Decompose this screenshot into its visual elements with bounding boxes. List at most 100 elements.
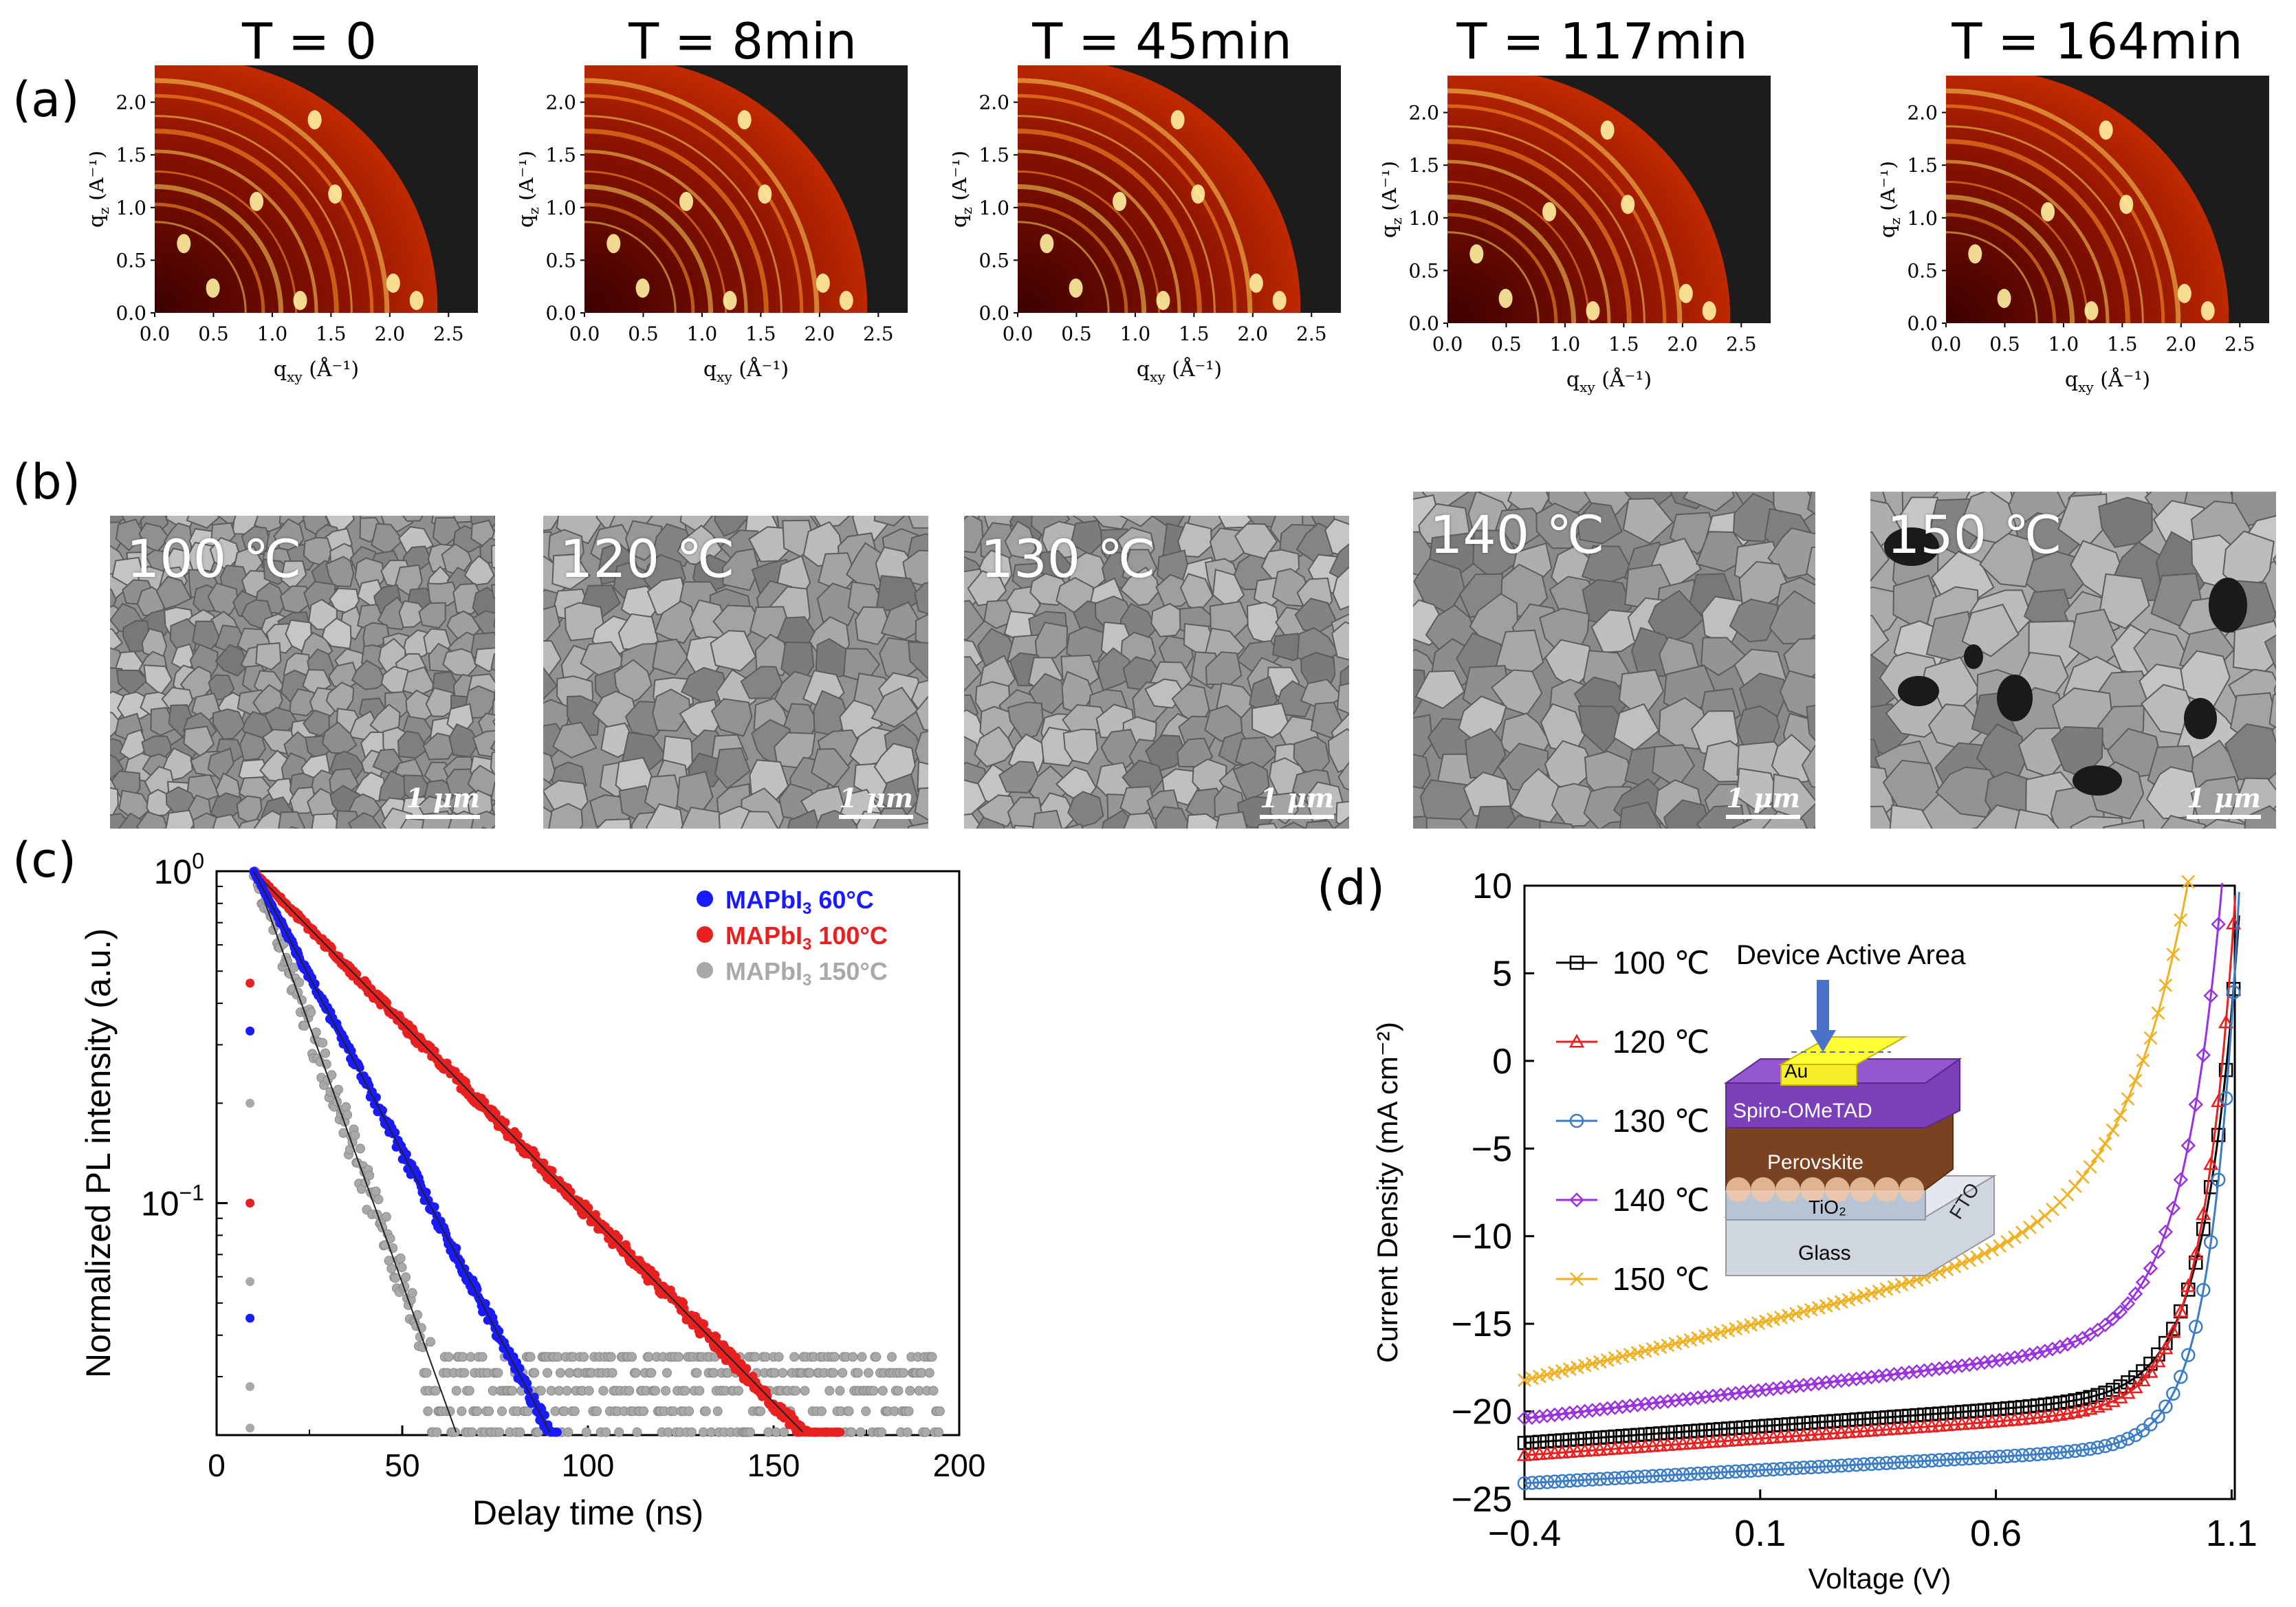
- data-marker: [1547, 1474, 1562, 1489]
- nanoparticle: [1850, 1177, 1874, 1202]
- x-tick-label: 1.5: [2107, 333, 2138, 356]
- data-marker: [1517, 1410, 1532, 1426]
- data-point: [745, 1427, 755, 1437]
- data-marker: [2113, 1434, 2128, 1449]
- data-marker: [1690, 1390, 1706, 1406]
- data-point: [680, 1386, 690, 1396]
- sem-image-130: 130 ℃ 1 μm: [964, 516, 1349, 829]
- data-marker: [1546, 1445, 1563, 1459]
- data-point: [598, 1386, 609, 1396]
- x-tick-label: −0.4: [1488, 1513, 1562, 1554]
- scale-text: 1 μm: [839, 783, 913, 813]
- fit-line: [253, 871, 804, 1433]
- data-marker: [2173, 1172, 2189, 1188]
- sem-grain: [915, 696, 928, 731]
- sem-grain: [362, 622, 390, 651]
- data-point: [341, 1102, 351, 1112]
- sem-grain: [1961, 603, 2020, 657]
- sem-grain: [490, 584, 495, 600]
- y-tick-label: 2.0: [116, 91, 146, 114]
- bragg-spot: [1621, 195, 1635, 215]
- data-point: [853, 1368, 863, 1378]
- data-point: [684, 1406, 695, 1417]
- data-point: [386, 1263, 397, 1273]
- data-marker: [1524, 1476, 1540, 1490]
- data-marker: [2173, 1303, 2189, 1318]
- bragg-spot: [1586, 301, 1600, 320]
- sem-grain: [110, 711, 124, 738]
- diffraction-ring: [155, 184, 284, 313]
- y-tick-label: 2.0: [1907, 102, 1938, 124]
- diffraction-ring: [584, 170, 728, 313]
- data-marker: [2060, 1444, 2075, 1459]
- data-marker: [1841, 1424, 1857, 1439]
- data-marker: [1607, 1441, 1623, 1455]
- data-marker: [2106, 1436, 2120, 1452]
- sem-grain: [490, 781, 495, 802]
- data-marker: [1758, 1430, 1774, 1444]
- x-axis-label: Voltage (V): [1808, 1562, 1951, 1595]
- sem-grain: [217, 516, 239, 527]
- data-point: [614, 1233, 624, 1243]
- diffraction-ring: [1946, 194, 2075, 323]
- data-marker: [1796, 1377, 1811, 1393]
- data-marker: [1570, 1272, 1584, 1286]
- data-marker: [2106, 1123, 2120, 1137]
- sem-grain: [543, 605, 561, 644]
- bragg-spot: [328, 184, 342, 204]
- diffraction-ring: [1447, 194, 1577, 323]
- data-marker: [2166, 1386, 2180, 1401]
- diffraction-ring: [155, 202, 265, 313]
- giwaxs-panel-3: 0.0 0.5 1.0 1.5 2.0 2.5 0.0 0.5 1.0 1.5 2.0 qxy (Å⁻…: [1382, 76, 1795, 406]
- sem-grain: [1256, 822, 1278, 829]
- legend-label: MAPbI3 150°C: [725, 957, 888, 990]
- bragg-spot: [1679, 283, 1693, 303]
- bragg-spot: [839, 291, 853, 310]
- y-tick-label: 10: [1472, 866, 1512, 906]
- data-marker: [1637, 1397, 1653, 1412]
- x-tick-label: 0.0: [140, 323, 171, 345]
- pattern-disk: [584, 65, 868, 313]
- data-marker: [2037, 1446, 2053, 1461]
- data-marker: [2090, 1440, 2105, 1455]
- data-marker: [1728, 1432, 1744, 1447]
- y-tick-label: −5: [1472, 1129, 1512, 1169]
- x-tick-label: 0.6: [1970, 1513, 2022, 1554]
- y-tick-label: 0.5: [978, 249, 1009, 272]
- data-marker: [2203, 1156, 2219, 1170]
- sem-grain: [490, 653, 495, 672]
- sem-grain: [1762, 810, 1808, 829]
- data-point: [245, 1381, 255, 1391]
- sem-grain: [115, 518, 145, 551]
- x-axis-label: qxy (Å⁻¹): [2065, 367, 2150, 395]
- data-point: [494, 1326, 504, 1336]
- data-marker: [1728, 1386, 1743, 1401]
- data-marker: [2143, 1260, 2158, 1276]
- data-marker: [2203, 1235, 2218, 1249]
- data-marker: [2075, 1170, 2090, 1184]
- x-tick-label: 1.0: [687, 323, 718, 345]
- data-point: [562, 1386, 572, 1396]
- diffraction-ring: [1447, 88, 1683, 323]
- nanoparticle: [1825, 1177, 1850, 1202]
- data-marker: [1886, 1366, 1902, 1382]
- data-marker: [1984, 1414, 2000, 1428]
- scale-text: 1 μm: [1726, 783, 1800, 813]
- data-marker: [1623, 1470, 1637, 1485]
- sem-grain: [1246, 516, 1277, 528]
- jv-line: [1524, 895, 2237, 1456]
- sem-grain: [1337, 761, 1349, 791]
- sem-grain: [902, 549, 928, 587]
- data-point: [934, 1427, 943, 1437]
- data-marker: [1569, 1113, 1584, 1128]
- data-marker: [1819, 1299, 1833, 1313]
- data-point: [699, 1320, 709, 1329]
- data-point: [563, 1427, 573, 1437]
- data-marker: [1796, 1461, 1811, 1475]
- data-marker: [1720, 1465, 1736, 1479]
- sem-grain: [192, 620, 221, 652]
- data-point: [553, 1428, 562, 1437]
- sem-grain: [1332, 566, 1349, 611]
- diffraction-ring: [584, 129, 769, 313]
- x-tick-label: 2.5: [433, 323, 464, 345]
